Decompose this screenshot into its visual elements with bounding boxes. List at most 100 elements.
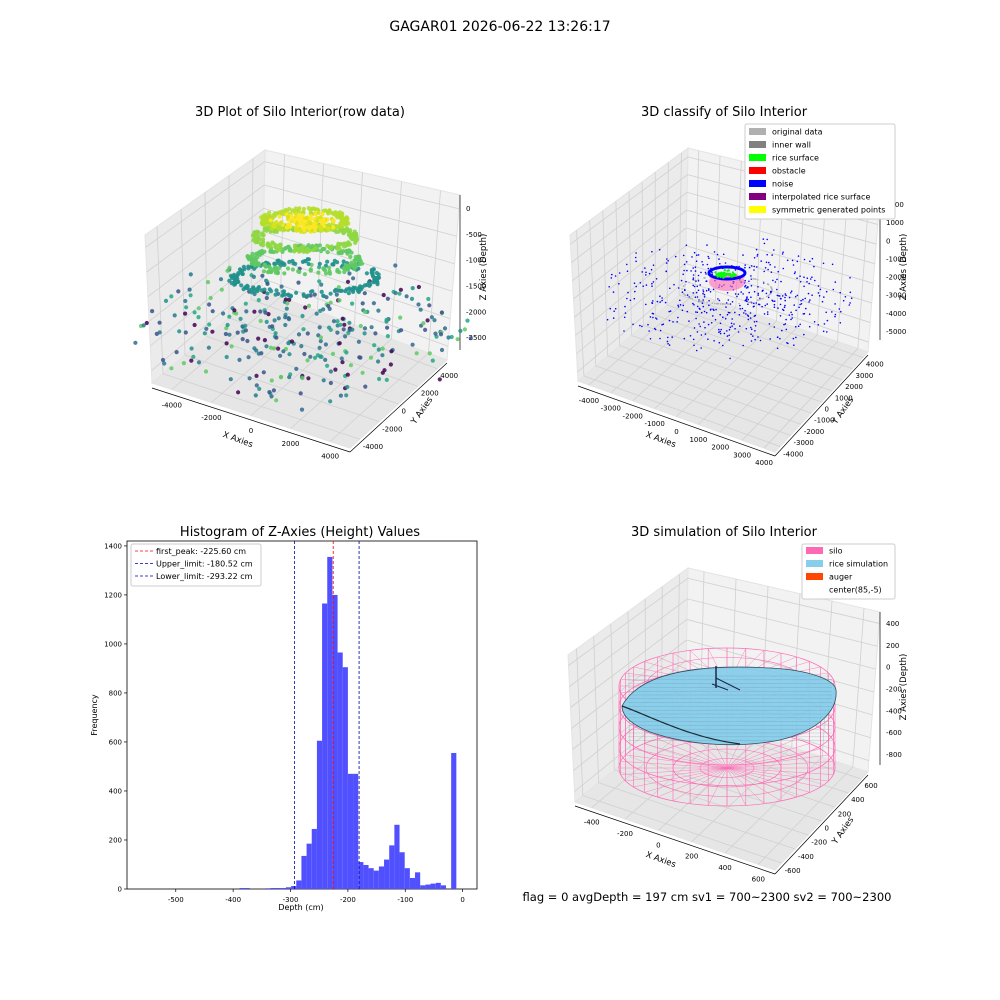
noise-point: [702, 292, 704, 295]
noise-point: [694, 296, 697, 299]
x-tick-label: -200: [617, 830, 633, 838]
noise-point: [811, 294, 813, 297]
data-point: [293, 206, 298, 211]
subplot-title: 3D classify of Silo Interior: [641, 105, 808, 120]
noise-point: [791, 313, 793, 316]
histogram-bar: [342, 667, 348, 889]
silo-spoke: [644, 743, 728, 769]
noise-point: [790, 318, 792, 321]
data-point: [344, 287, 349, 292]
noise-point: [799, 275, 801, 278]
data-point: [221, 311, 226, 316]
noise-point: [647, 323, 649, 326]
y-tick-label: 0: [825, 825, 829, 833]
data-point: [439, 347, 445, 353]
data-point: [272, 262, 278, 267]
data-point: [265, 241, 271, 246]
data-point: [210, 329, 215, 334]
grid-line: [678, 294, 863, 358]
data-point: [258, 318, 263, 324]
data-point: [256, 351, 261, 356]
data-point: [433, 331, 438, 336]
data-point: [342, 244, 347, 249]
data-point: [301, 225, 306, 231]
data-point: [287, 206, 292, 212]
data-point: [336, 285, 341, 290]
noise-point: [811, 276, 813, 279]
data-point: [302, 351, 307, 357]
histogram-bar: [440, 885, 447, 889]
data-point: [283, 297, 288, 302]
data-point: [368, 282, 373, 287]
grid-line: [666, 162, 669, 306]
data-point: [313, 246, 318, 251]
data-point: [229, 344, 234, 349]
noise-point: [809, 260, 811, 263]
y-tick-label: 600: [109, 738, 122, 746]
data-point: [243, 328, 248, 333]
data-point: [224, 341, 229, 346]
data-point: [297, 269, 302, 275]
noise-point: [738, 314, 741, 316]
grid-line: [589, 220, 597, 366]
data-point: [254, 373, 259, 378]
noise-point: [683, 263, 686, 266]
noise-point: [667, 343, 669, 345]
noise-point: [702, 264, 704, 266]
data-point: [317, 243, 322, 248]
data-point: [432, 318, 437, 323]
noise-point: [671, 336, 673, 338]
data-point: [191, 354, 196, 359]
data-point: [358, 355, 363, 360]
data-point: [315, 218, 320, 223]
noise-point: [726, 313, 729, 316]
grid-line: [571, 174, 688, 263]
noise-point: [681, 291, 684, 294]
original-point: [684, 284, 686, 286]
noise-point: [807, 292, 810, 295]
legend-label: interpolated rice surface: [772, 193, 870, 202]
data-point: [439, 310, 444, 315]
x-tick-label: 1000: [689, 436, 707, 444]
noise-point: [623, 316, 626, 319]
original-point: [724, 303, 726, 305]
noise-point: [793, 272, 796, 275]
data-point: [288, 224, 293, 229]
data-point: [330, 351, 336, 356]
noise-point: [689, 335, 692, 337]
grid-line: [607, 355, 801, 425]
noise-point: [791, 259, 794, 262]
noise-point: [747, 298, 749, 301]
data-point: [351, 276, 356, 281]
noise-point: [763, 270, 765, 273]
rice-surface-point: [721, 272, 724, 275]
data-point: [416, 284, 421, 290]
data-point: [331, 218, 336, 223]
noise-point: [750, 333, 752, 336]
grid-line: [162, 373, 360, 440]
data-point: [271, 249, 276, 255]
silo-spoke: [726, 767, 829, 782]
noise-point: [740, 291, 742, 293]
legend-swatch: [749, 167, 766, 174]
data-point: [298, 391, 303, 396]
noise-point: [745, 327, 748, 330]
subplot-title: Histogram of Z-Axies (Height) Values: [180, 525, 420, 540]
noise-point: [694, 270, 697, 272]
histogram-bar: [306, 843, 312, 889]
noise-point: [696, 305, 699, 308]
data-point: [335, 246, 340, 251]
silo-spoke: [625, 754, 728, 769]
data-point: [321, 267, 326, 272]
noise-point: [795, 336, 797, 339]
data-point: [306, 303, 312, 308]
data-point: [342, 269, 347, 275]
noise-point: [722, 316, 724, 319]
noise-point: [724, 262, 727, 264]
noise-point: [745, 287, 748, 289]
data-point: [345, 279, 351, 284]
data-point: [246, 257, 252, 262]
data-point: [206, 345, 211, 350]
noise-point: [627, 291, 629, 294]
noise-point: [618, 283, 620, 285]
